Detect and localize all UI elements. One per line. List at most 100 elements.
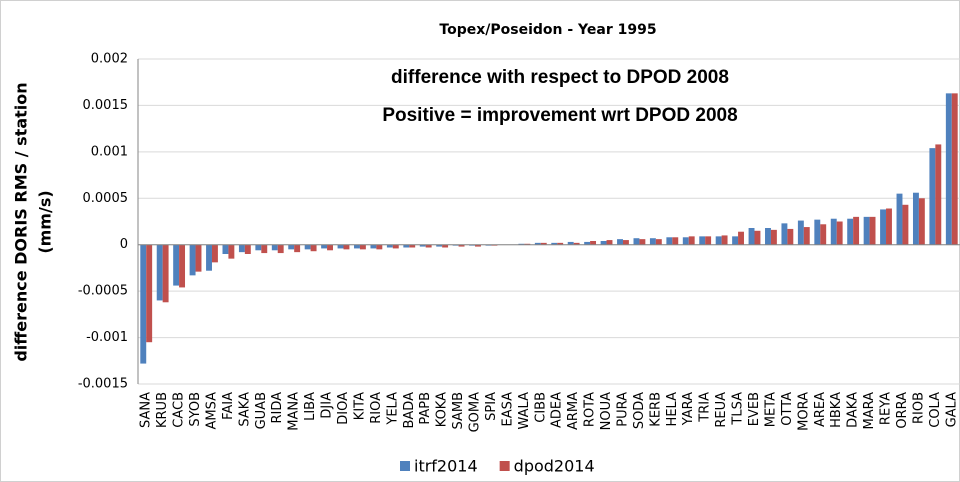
bar bbox=[436, 244, 443, 247]
bar bbox=[409, 244, 416, 248]
x-tick-label: WALA bbox=[517, 392, 532, 430]
annotation: difference with respect to DPOD 2008 bbox=[391, 67, 729, 88]
bar bbox=[902, 204, 909, 245]
bar bbox=[738, 231, 744, 245]
x-tick-label: RIDA bbox=[270, 392, 285, 424]
x-tick-label: ARMA bbox=[566, 392, 581, 430]
bar bbox=[672, 237, 679, 245]
bar bbox=[261, 244, 268, 254]
bar bbox=[699, 236, 706, 245]
bar bbox=[419, 244, 426, 247]
chart-title: Topex/Poseidon - Year 1995 bbox=[439, 22, 656, 38]
bar bbox=[584, 241, 591, 245]
x-tick-label: CACB bbox=[172, 392, 187, 428]
bar bbox=[403, 244, 410, 248]
x-tick-label: COLA bbox=[928, 392, 943, 428]
x-tick-label: RIOB bbox=[911, 392, 926, 424]
x-tick-label: YELA bbox=[385, 392, 400, 426]
x-tick-label: SANA bbox=[139, 392, 154, 428]
bar bbox=[797, 220, 804, 245]
bar bbox=[787, 228, 794, 245]
x-tick-label: REUA bbox=[714, 392, 729, 428]
bar bbox=[847, 218, 854, 245]
bar bbox=[590, 241, 597, 245]
bar bbox=[370, 244, 377, 249]
y-tick-label: 0 bbox=[120, 237, 128, 252]
x-tick-label: TRIA bbox=[698, 392, 713, 423]
bar bbox=[617, 239, 623, 245]
bar bbox=[173, 244, 180, 286]
bar bbox=[255, 244, 262, 251]
bar bbox=[748, 228, 755, 245]
bar bbox=[814, 219, 821, 245]
y-tick-label: -0.0015 bbox=[78, 377, 128, 392]
bar bbox=[863, 216, 870, 245]
bar bbox=[244, 244, 251, 254]
annotation: Positive = improvement wrt DPOD 2008 bbox=[382, 105, 737, 126]
bar bbox=[754, 230, 761, 245]
x-tick-label: LIBA bbox=[303, 392, 318, 421]
bar bbox=[929, 148, 936, 245]
bar bbox=[721, 235, 728, 245]
bar bbox=[294, 244, 301, 253]
bar bbox=[140, 244, 147, 364]
x-tick-label: MANA bbox=[287, 392, 302, 431]
x-tick-label: OTTA bbox=[780, 392, 795, 426]
x-tick-label: GOMA bbox=[468, 392, 483, 433]
bar bbox=[475, 244, 481, 247]
bar bbox=[639, 239, 646, 245]
x-tick-label: DAKA bbox=[846, 392, 861, 428]
bar bbox=[715, 236, 722, 245]
bar bbox=[189, 244, 196, 276]
bar bbox=[600, 241, 607, 245]
x-tick-label: SPIA bbox=[484, 392, 499, 421]
bar bbox=[343, 244, 350, 250]
legend-label: dpod2014 bbox=[514, 457, 595, 476]
bar bbox=[222, 244, 229, 254]
y-axis-label: (mm/s) bbox=[36, 190, 55, 253]
bar bbox=[156, 244, 163, 301]
x-tick-label: HELA bbox=[665, 392, 680, 427]
y-tick-label: 0.002 bbox=[91, 52, 128, 67]
bar bbox=[567, 241, 574, 245]
bar bbox=[354, 244, 360, 249]
bar bbox=[458, 244, 465, 247]
x-tick-label: DJIA bbox=[320, 392, 335, 419]
bar bbox=[918, 198, 925, 245]
legend-swatch bbox=[499, 461, 510, 471]
y-tick-label: 0.0015 bbox=[83, 98, 129, 113]
bar bbox=[655, 239, 662, 245]
x-tick-label: PURA bbox=[615, 392, 630, 427]
bar bbox=[770, 229, 777, 245]
bar bbox=[836, 221, 843, 245]
x-tick-label: DIOA bbox=[336, 392, 351, 425]
x-tick-label: YARA bbox=[681, 392, 696, 426]
bar bbox=[359, 244, 366, 250]
legend-label: itrf2014 bbox=[414, 457, 478, 476]
x-tick-label: SYOB bbox=[188, 392, 203, 427]
bar bbox=[732, 236, 739, 245]
y-tick-label: 0.001 bbox=[91, 144, 128, 159]
x-tick-label: ROTA bbox=[583, 392, 598, 427]
bar bbox=[557, 242, 564, 245]
bar bbox=[688, 236, 695, 245]
bar bbox=[820, 224, 827, 245]
bar bbox=[705, 236, 712, 245]
bar bbox=[781, 223, 788, 245]
bar bbox=[573, 242, 580, 245]
bar bbox=[765, 228, 771, 245]
x-tick-label: AREA bbox=[813, 392, 828, 427]
x-tick-label: HBKA bbox=[829, 392, 844, 428]
x-tick-label: SAMB bbox=[451, 392, 466, 430]
bar bbox=[321, 244, 328, 249]
x-tick-label: EVEB bbox=[747, 392, 762, 426]
bar bbox=[945, 93, 952, 245]
bar bbox=[880, 209, 887, 245]
x-tick-label: BADA bbox=[402, 392, 417, 429]
bar bbox=[228, 244, 235, 259]
x-tick-label: PAPB bbox=[418, 392, 433, 425]
bar bbox=[540, 242, 547, 245]
x-tick-label: SODA bbox=[632, 392, 647, 429]
